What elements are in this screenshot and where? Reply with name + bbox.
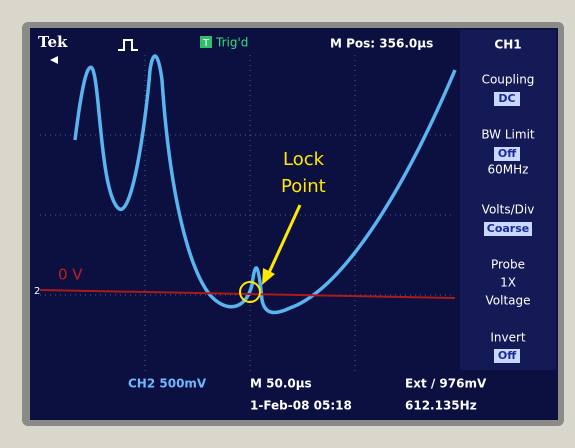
frequency: 612.135Hz xyxy=(405,399,477,413)
trigger-icon: T xyxy=(202,38,210,49)
menu-label: Invert xyxy=(490,331,526,345)
channel-marker: 2 xyxy=(34,286,40,297)
menu-value: Off xyxy=(498,349,516,362)
menu-label: Coupling xyxy=(482,73,535,87)
zero-label: 0 V xyxy=(58,266,83,284)
brand: Tek xyxy=(38,33,68,51)
menu-value: Off xyxy=(498,147,516,160)
menu-title: CH1 xyxy=(494,38,521,52)
menu-label: Volts/Div xyxy=(482,203,535,217)
menu-note: Voltage xyxy=(485,294,530,308)
menu-value: 1X xyxy=(500,276,516,290)
menu-value: DC xyxy=(498,92,515,105)
lock-label: Lock xyxy=(283,149,325,170)
menu-note: 60MHz xyxy=(488,163,529,177)
menu-value: Coarse xyxy=(487,222,530,235)
trigger-level: Ext ∕ 976mV xyxy=(405,377,487,391)
timebase: M 50.0µs xyxy=(250,377,312,391)
trigger-status: Trig'd xyxy=(215,36,248,50)
position: M Pos: 356.0µs xyxy=(330,37,433,51)
date: 1-Feb-08 05:18 xyxy=(250,399,352,413)
menu-label: Probe xyxy=(491,258,525,272)
menu-label: BW Limit xyxy=(481,128,535,142)
page: {"header": {"brand": "Tek", "trigger_ico… xyxy=(0,0,575,448)
point-label: Point xyxy=(281,176,326,197)
scope-photo: Tek T Trig'd M Pos: 356.0µs 0 V 2 Lock P… xyxy=(0,0,575,448)
channel-scale: CH2 500mV xyxy=(128,377,207,391)
